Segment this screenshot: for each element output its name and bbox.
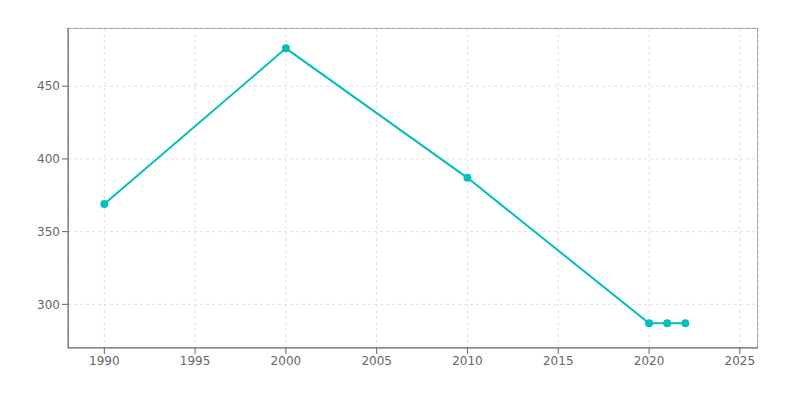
svg-text:1995: 1995	[180, 354, 211, 368]
svg-text:2020: 2020	[634, 354, 665, 368]
svg-text:2025: 2025	[725, 354, 756, 368]
svg-text:400: 400	[37, 152, 60, 166]
svg-text:2000: 2000	[271, 354, 302, 368]
svg-text:2010: 2010	[452, 354, 483, 368]
svg-text:1990: 1990	[89, 354, 120, 368]
svg-text:2015: 2015	[543, 354, 574, 368]
svg-text:450: 450	[37, 79, 60, 93]
svg-text:2005: 2005	[361, 354, 392, 368]
svg-text:350: 350	[37, 225, 60, 239]
svg-text:300: 300	[37, 298, 60, 312]
